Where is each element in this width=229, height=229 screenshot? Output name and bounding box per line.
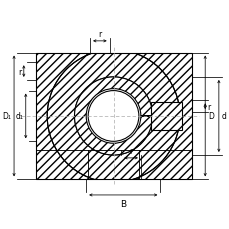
Polygon shape — [47, 50, 179, 183]
Bar — [191, 3, 228, 226]
Text: r: r — [19, 67, 22, 76]
Circle shape — [86, 89, 140, 144]
Bar — [4, 3, 35, 226]
Text: d: d — [221, 112, 226, 121]
Circle shape — [88, 91, 138, 142]
Text: D₁: D₁ — [2, 112, 11, 121]
Bar — [4, 180, 228, 226]
Text: D: D — [207, 112, 213, 121]
Text: r: r — [98, 30, 101, 39]
Polygon shape — [74, 78, 152, 155]
Circle shape — [47, 51, 179, 182]
Bar — [35, 53, 191, 180]
Circle shape — [84, 87, 142, 146]
Text: r: r — [206, 102, 210, 111]
Bar — [150, 103, 181, 130]
Text: r: r — [129, 146, 132, 155]
Text: d₁: d₁ — [16, 112, 24, 121]
Bar — [35, 53, 191, 180]
Text: B: B — [120, 199, 126, 208]
Bar — [4, 3, 228, 53]
